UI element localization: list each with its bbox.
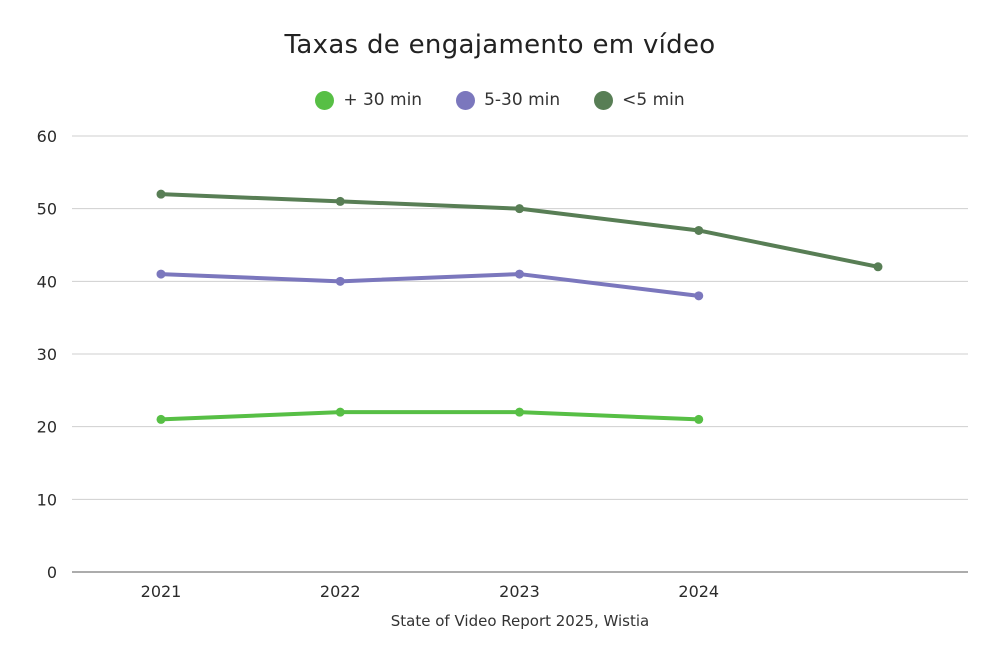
y-tick-label: 20 [37, 418, 57, 437]
y-tick-label: 60 [37, 127, 57, 146]
x-tick-label: 2023 [499, 582, 540, 601]
y-tick-label: 0 [47, 563, 57, 582]
data-point [694, 225, 704, 235]
data-point [515, 407, 524, 417]
legend-swatch-5-30 [456, 90, 476, 110]
legend-item-under-5[interactable]: <5 min [594, 90, 685, 110]
data-point [515, 204, 524, 214]
data-point [156, 269, 166, 279]
legend-swatch-30-plus [315, 90, 335, 110]
data-point [335, 276, 345, 286]
legend-label-5-30: 5-30 min [484, 90, 561, 110]
y-tick-label: 40 [37, 272, 57, 291]
series-line-0 [159, 410, 701, 422]
data-point [335, 407, 345, 417]
x-tick-label: 2022 [320, 582, 361, 601]
data-point [335, 196, 345, 206]
legend-swatch-under-5 [594, 90, 614, 110]
y-tick-label: 30 [37, 345, 57, 364]
chart-legend: + 30 min 5-30 min <5 min [0, 90, 1000, 110]
x-tick-label: 2021 [141, 582, 182, 601]
y-tick-label: 50 [37, 200, 57, 219]
data-point [156, 414, 166, 424]
data-point [694, 291, 704, 301]
y-tick-label: 10 [37, 490, 57, 509]
data-point [694, 414, 704, 424]
legend-label-under-5: <5 min [622, 90, 685, 110]
legend-item-30-plus[interactable]: + 30 min [315, 90, 422, 110]
series-line-1 [159, 272, 701, 298]
x-tick-label: 2024 [678, 582, 719, 601]
data-point [156, 189, 166, 199]
legend-label-30-plus: + 30 min [343, 90, 423, 110]
chart-title: Taxas de engajamento em vídeo [284, 30, 716, 60]
data-point [515, 269, 524, 279]
legend-item-5-30[interactable]: 5-30 min [456, 90, 560, 110]
data-point [873, 262, 883, 272]
source-note: State of Video Report 2025, Wistia [390, 612, 650, 630]
